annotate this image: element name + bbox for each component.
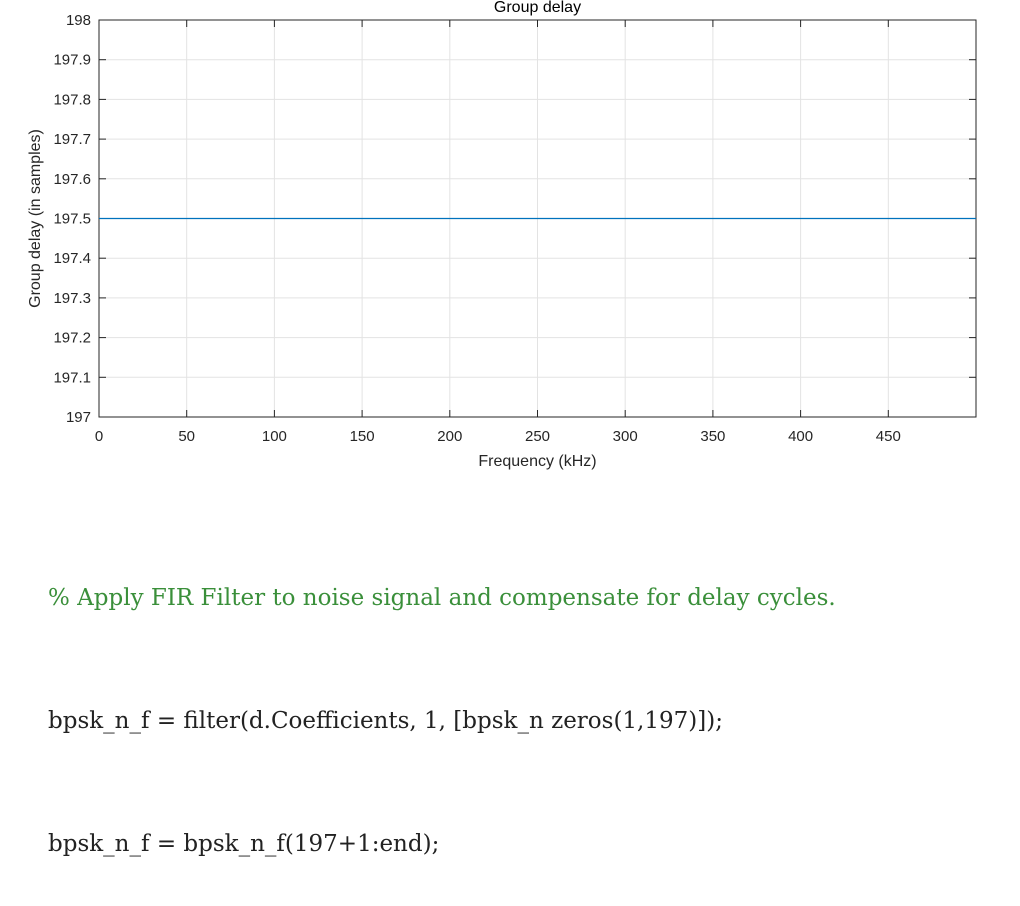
y-tick-label: 197.2 (53, 330, 91, 347)
x-tick-label: 250 (525, 428, 550, 445)
code-block: % Apply FIR Filter to noise signal and c… (48, 496, 836, 906)
x-tick-label: 450 (876, 428, 901, 445)
x-tick-label: 150 (350, 428, 375, 445)
x-tick-label: 50 (178, 428, 195, 445)
group-delay-chart: 0 50 100 150 200 250 300 350 400 450 197 197.1 197.2… (27, 0, 977, 470)
y-tick-label: 197.9 (53, 52, 91, 69)
y-tick-label: 197.7 (53, 131, 91, 148)
chart-svg: 0 50 100 150 200 250 300 350 400 450 197 197.1 197.2… (27, 0, 977, 470)
code-line-comment: % Apply FIR Filter to noise signal and c… (48, 585, 836, 611)
code-line-filter: bpsk_n_f = filter(d.Coefficients, 1, [bp… (48, 708, 723, 734)
y-tick-label: 197.4 (53, 250, 91, 267)
y-tick-label: 197.1 (53, 369, 91, 386)
x-tick-label: 100 (262, 428, 287, 445)
y-tick-label: 198 (66, 12, 91, 29)
x-tick-label: 0 (95, 428, 103, 445)
x-axis-label: Frequency (kHz) (478, 453, 596, 470)
y-tick-label: 197.5 (53, 211, 91, 228)
x-tick-label: 200 (437, 428, 462, 445)
x-tick-label: 400 (788, 428, 813, 445)
code-line-trim: bpsk_n_f = bpsk_n_f(197+1:end); (48, 831, 440, 857)
y-tick-label: 197 (66, 409, 91, 426)
y-tick-label: 197.8 (53, 91, 91, 108)
y-axis-label: Group delay (in samples) (27, 129, 44, 308)
chart-title: Group delay (494, 0, 581, 16)
y-tick-label: 197.6 (53, 171, 91, 188)
x-tick-label: 300 (613, 428, 638, 445)
y-tick-label: 197.3 (53, 290, 91, 307)
x-tick-label: 350 (700, 428, 725, 445)
